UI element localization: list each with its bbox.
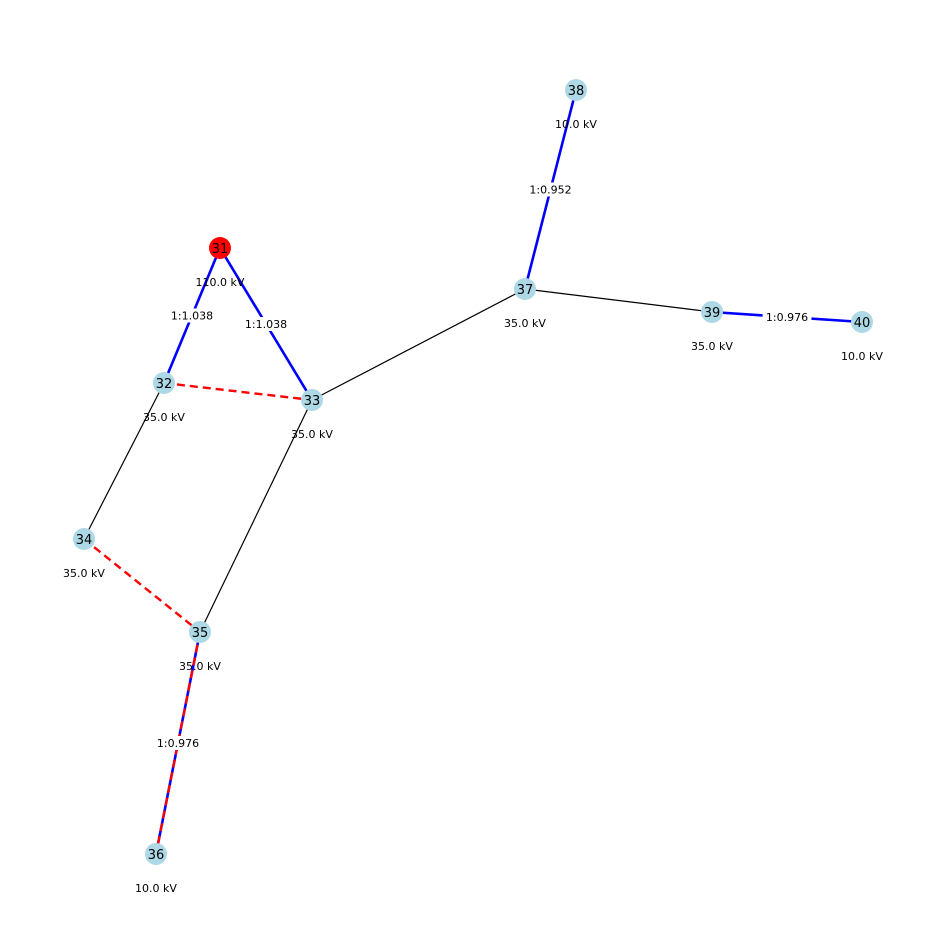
node-37-circle[interactable]: [514, 278, 536, 300]
edge-32-34-line: [83, 382, 165, 540]
edge-35-36-ratio-label: 1:0.976: [153, 736, 203, 750]
edge-37-38-ratio-label: 1:0.952: [526, 182, 575, 197]
node-34-voltage: 35.0 kV: [63, 567, 105, 580]
node-37-voltage: 35.0 kV: [504, 317, 546, 330]
node-38-voltage: 10.0 kV: [555, 118, 597, 131]
node-32-label: 32: [156, 377, 173, 392]
node-37-label: 37: [517, 283, 534, 298]
node-34-label: 34: [76, 533, 93, 548]
node-38-label: 38: [568, 84, 585, 99]
node-35-circle[interactable]: [189, 621, 211, 643]
node-39-voltage: 35.0 kV: [691, 340, 733, 353]
node-31[interactable]: 31 110.0 kV: [196, 237, 245, 289]
node-32-circle[interactable]: [153, 372, 175, 394]
node-32[interactable]: 32 35.0 kV: [143, 372, 185, 424]
ratio-background: [167, 308, 217, 323]
node-31-label: 31: [212, 242, 229, 257]
node-33[interactable]: 33 35.0 kV: [291, 389, 333, 441]
edge-31-33-ratio-label: 1:1.038: [241, 317, 291, 331]
edge-35-36-open-overlay: [154, 631, 202, 855]
ratio-background: [762, 310, 812, 324]
node-36-label: 36: [148, 848, 165, 863]
node-39-label: 39: [704, 306, 721, 321]
edge-34-35-open-line: [83, 538, 201, 633]
ratio-text: 1:0.952: [529, 184, 571, 197]
node-32-voltage: 35.0 kV: [143, 411, 185, 424]
edge-33-37-line: [311, 288, 526, 401]
transformer-ratio-layer: 1:1.038 1:1.038 1:0.976 1:0.952 1:0.976: [153, 182, 812, 750]
node-38-circle[interactable]: [565, 79, 587, 101]
ratio-text: 1:0.976: [157, 737, 199, 750]
node-34[interactable]: 34 35.0 kV: [63, 528, 105, 580]
node-37[interactable]: 37 35.0 kV: [504, 278, 546, 330]
node-39[interactable]: 39 35.0 kV: [691, 301, 733, 353]
ratio-background: [526, 182, 575, 197]
node-39-circle[interactable]: [701, 301, 723, 323]
node-36[interactable]: 36 10.0 kV: [135, 843, 177, 895]
edge-39-40-ratio-label: 1:0.976: [762, 310, 812, 324]
node-40-label: 40: [854, 316, 871, 331]
ratio-text: 1:0.976: [766, 311, 808, 324]
node-33-voltage: 35.0 kV: [291, 428, 333, 441]
node-38[interactable]: 38 10.0 kV: [555, 79, 597, 131]
node-36-circle[interactable]: [145, 843, 167, 865]
node-40-circle[interactable]: [851, 311, 873, 333]
edge-32-33-open-line: [163, 381, 313, 402]
node-35[interactable]: 35 35.0 kV: [179, 621, 221, 673]
ratio-text: 1:1.038: [171, 310, 213, 323]
ratio-background: [241, 317, 291, 331]
node-33-label: 33: [304, 394, 321, 409]
node-35-label: 35: [192, 626, 209, 641]
node-31-voltage: 110.0 kV: [196, 276, 245, 289]
node-36-voltage: 10.0 kV: [135, 882, 177, 895]
node-33-circle[interactable]: [301, 389, 323, 411]
edge-37-39-line: [524, 288, 713, 313]
node-35-voltage: 35.0 kV: [179, 660, 221, 673]
ratio-background: [153, 736, 203, 750]
node-31-circle[interactable]: [209, 237, 231, 259]
edge-33-35-line: [199, 399, 313, 633]
ratio-text: 1:1.038: [245, 318, 287, 331]
edge-31-32-ratio-label: 1:1.038: [167, 308, 217, 323]
node-40[interactable]: 40 10.0 kV: [841, 311, 883, 363]
node-40-voltage: 10.0 kV: [841, 350, 883, 363]
node-34-circle[interactable]: [73, 528, 95, 550]
